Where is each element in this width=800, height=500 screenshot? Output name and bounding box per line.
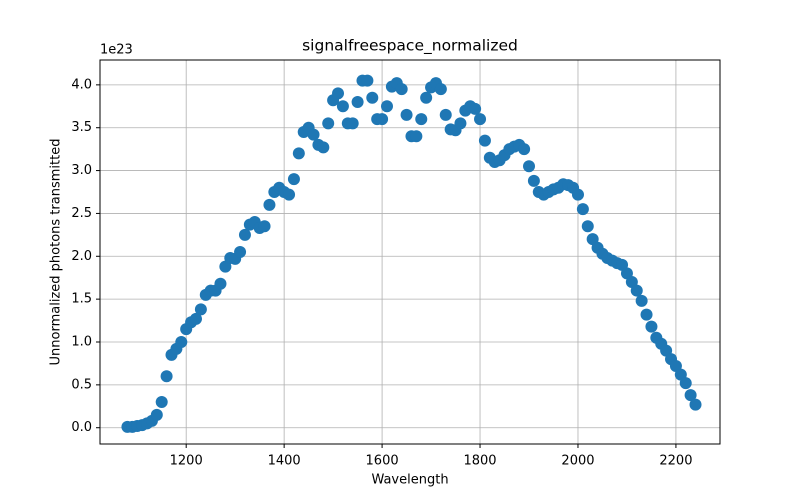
point [439, 108, 452, 121]
point [322, 117, 335, 130]
point [258, 220, 271, 233]
x-tick-label: 1800 [463, 454, 496, 469]
point [346, 117, 359, 130]
point [400, 108, 413, 121]
point [640, 308, 653, 321]
point [160, 370, 173, 383]
y-tick-label: 0.0 [71, 420, 92, 435]
point [527, 174, 540, 187]
point [150, 408, 163, 421]
point [571, 188, 584, 201]
y-axis-label: Unnormalized photons transmitted [49, 139, 64, 366]
y-tick-label: 0.5 [71, 377, 92, 392]
point [238, 228, 251, 241]
point [581, 220, 594, 233]
point [283, 188, 296, 201]
point [434, 83, 447, 96]
point [194, 303, 207, 316]
grid [100, 60, 720, 444]
point [155, 396, 168, 408]
x-axis-label: Wavelength [371, 473, 448, 488]
point [292, 147, 305, 160]
point [684, 389, 697, 402]
plot-frame [99, 59, 721, 445]
point [635, 294, 648, 307]
point [307, 128, 320, 141]
point [576, 203, 589, 216]
point [317, 141, 330, 154]
point [679, 377, 692, 390]
x-tick-label: 1600 [366, 454, 399, 469]
y-tick-label: 1.0 [71, 335, 92, 350]
points [121, 74, 702, 433]
y-tick-label: 3.0 [71, 163, 92, 178]
point [469, 102, 482, 115]
point [214, 277, 227, 290]
y-tick-label: 2.5 [71, 206, 92, 221]
point [474, 113, 487, 126]
x-tick-label: 1400 [268, 454, 301, 469]
point [645, 320, 658, 333]
point [523, 160, 536, 173]
point [395, 83, 408, 96]
x-tick-label: 2200 [659, 454, 692, 469]
point [689, 398, 702, 411]
point [410, 130, 423, 143]
point [376, 113, 389, 126]
y-tick-label: 3.5 [71, 120, 92, 135]
point [454, 117, 467, 130]
point [263, 198, 276, 211]
point [478, 134, 491, 147]
y-offset-label: 1e23 [100, 43, 133, 58]
point [351, 96, 364, 108]
y-tick-label: 4.0 [71, 77, 92, 92]
point [234, 246, 247, 258]
y-tick-label: 2.0 [71, 249, 92, 264]
point [287, 173, 300, 186]
point [415, 113, 428, 126]
point [420, 91, 433, 104]
point [175, 336, 188, 348]
x-tick-label: 1200 [170, 454, 203, 469]
point [518, 143, 531, 156]
chart-title: signalfreespace_normalized [302, 37, 518, 56]
point [332, 87, 345, 100]
point [366, 91, 379, 104]
point [380, 100, 393, 113]
point [630, 284, 643, 297]
y-tick-label: 1.5 [71, 292, 92, 307]
point [361, 74, 374, 87]
x-tick-label: 2000 [561, 454, 594, 469]
point [189, 312, 202, 325]
point [336, 100, 349, 113]
